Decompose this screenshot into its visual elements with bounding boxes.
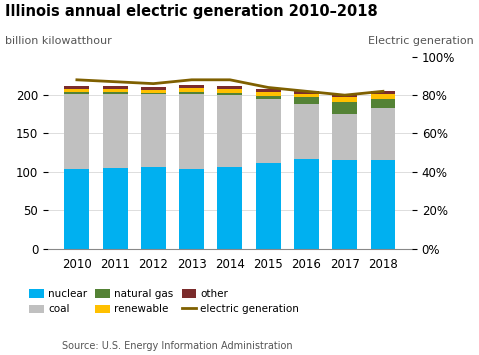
Bar	[371, 99, 395, 108]
Bar	[294, 104, 319, 159]
Bar	[179, 92, 204, 94]
Bar	[332, 94, 357, 97]
Bar	[217, 167, 242, 248]
Bar	[256, 92, 281, 96]
Bar	[371, 94, 395, 99]
Bar	[141, 87, 166, 90]
Bar	[371, 160, 395, 248]
Text: billion kilowatthour: billion kilowatthour	[5, 36, 112, 45]
electric generation	[112, 80, 118, 84]
Bar	[332, 97, 357, 102]
Line: electric generation: electric generation	[77, 80, 383, 95]
Legend: nuclear, coal, natural gas, renewable, other, electric generation: nuclear, coal, natural gas, renewable, o…	[29, 289, 299, 314]
Bar	[294, 159, 319, 248]
Bar	[103, 89, 127, 92]
Bar	[141, 94, 166, 167]
Bar	[294, 91, 319, 94]
electric generation	[380, 89, 386, 93]
electric generation	[227, 78, 233, 82]
Bar	[103, 92, 127, 94]
Bar	[294, 97, 319, 104]
Bar	[65, 169, 89, 248]
electric generation	[304, 89, 309, 93]
electric generation	[342, 93, 348, 97]
Text: Source: U.S. Energy Information Administration: Source: U.S. Energy Information Administ…	[62, 342, 293, 351]
Bar	[141, 90, 166, 93]
Bar	[371, 108, 395, 160]
Bar	[217, 86, 242, 89]
Bar	[179, 88, 204, 92]
Bar	[256, 89, 281, 92]
Text: Illinois annual electric generation 2010–2018: Illinois annual electric generation 2010…	[5, 4, 377, 18]
Bar	[103, 168, 127, 248]
electric generation	[265, 85, 271, 89]
Bar	[371, 91, 395, 94]
Bar	[256, 99, 281, 163]
Text: Electric generation: Electric generation	[368, 36, 474, 45]
Bar	[217, 93, 242, 95]
Bar	[217, 95, 242, 167]
electric generation	[189, 78, 194, 82]
Bar	[332, 102, 357, 114]
electric generation	[150, 82, 156, 86]
Bar	[332, 114, 357, 159]
Bar	[256, 96, 281, 99]
electric generation	[74, 78, 80, 82]
Bar	[65, 92, 89, 94]
Bar	[179, 169, 204, 248]
Bar	[103, 86, 127, 89]
Bar	[65, 86, 89, 89]
Bar	[294, 94, 319, 97]
Bar	[141, 167, 166, 248]
Bar	[217, 89, 242, 93]
Bar	[179, 94, 204, 169]
Bar	[65, 89, 89, 92]
Bar	[103, 94, 127, 168]
Bar	[332, 159, 357, 248]
Bar	[179, 85, 204, 88]
Bar	[65, 94, 89, 169]
Bar	[256, 163, 281, 248]
Bar	[141, 93, 166, 94]
